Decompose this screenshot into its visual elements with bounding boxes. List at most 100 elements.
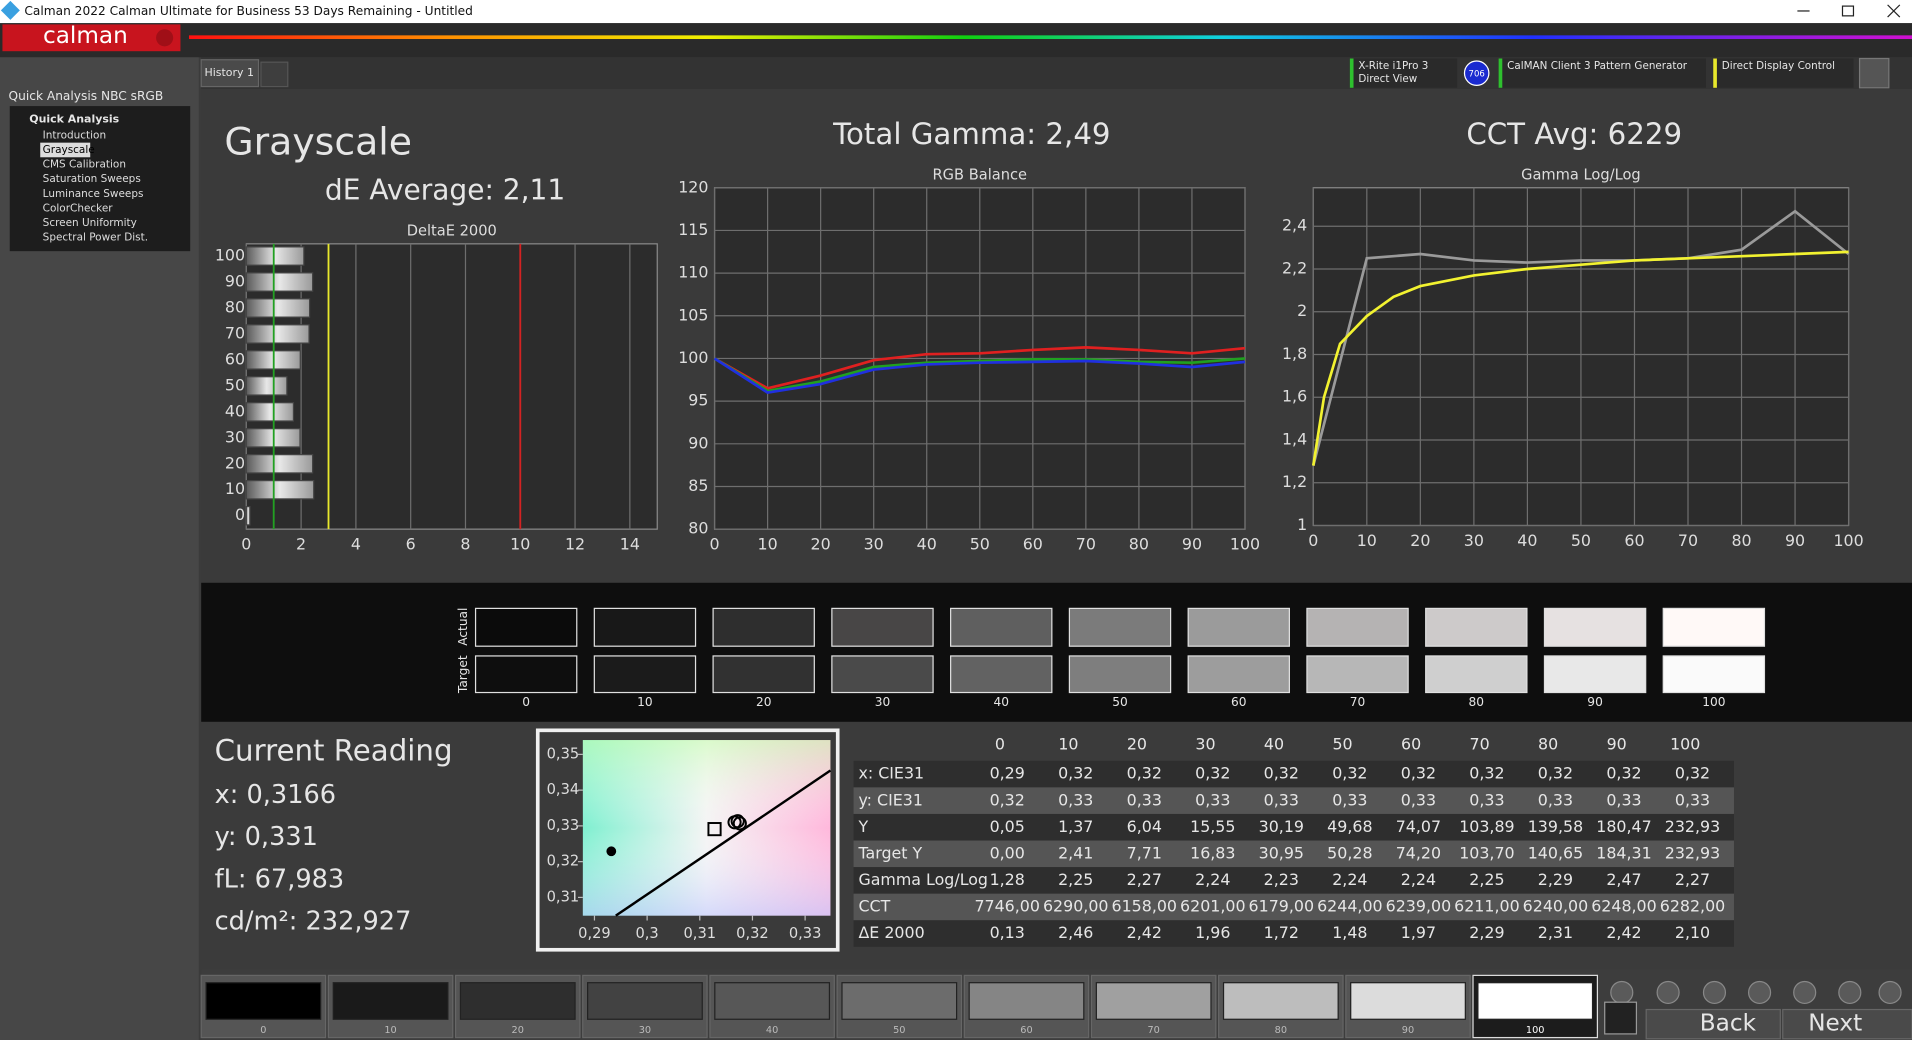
y-tick-label: 90 xyxy=(225,272,245,291)
table-cell: 0,32 xyxy=(1264,764,1299,783)
y-tick-label: 115 xyxy=(678,220,708,239)
swatch-panel xyxy=(201,582,1912,722)
y-tick-label: 100 xyxy=(215,246,245,265)
control-button[interactable] xyxy=(1793,980,1817,1005)
tree-item[interactable]: CMS Calibration xyxy=(43,159,126,171)
table-cell: 0,32 xyxy=(1195,764,1230,783)
meter-badge[interactable] xyxy=(1463,60,1490,86)
device-box[interactable] xyxy=(1713,58,1854,88)
device-box[interactable] xyxy=(1349,58,1458,88)
table-cell: 0,33 xyxy=(1195,790,1230,809)
chart-title: RGB Balance xyxy=(933,167,1028,184)
control-button[interactable] xyxy=(1610,980,1634,1005)
tree-item[interactable]: Saturation Sweeps xyxy=(43,173,141,185)
tree-item[interactable]: Luminance Sweeps xyxy=(43,188,144,200)
target-swatch xyxy=(1068,655,1172,694)
table-cell: 0,00 xyxy=(990,843,1025,862)
target-swatch xyxy=(1187,655,1290,694)
bar xyxy=(245,272,314,292)
x-tick-label: 10 xyxy=(758,534,778,553)
level-label: 50 xyxy=(1112,695,1128,709)
back-button[interactable] xyxy=(1645,1008,1781,1040)
stop-button[interactable] xyxy=(1604,1001,1638,1035)
tree-item[interactable]: Screen Uniformity xyxy=(43,217,137,229)
tree-item[interactable]: Spectral Power Dist. xyxy=(43,232,148,244)
chart-title: Gamma Log/Log xyxy=(1521,167,1641,184)
rainbow-bar xyxy=(189,35,1912,40)
patch-color xyxy=(587,982,703,1020)
table-cell: 6,04 xyxy=(1127,817,1162,836)
control-button[interactable] xyxy=(1838,980,1862,1005)
device-status xyxy=(1349,58,1354,88)
table-cell: 6158,00 xyxy=(1112,897,1178,916)
actual-swatch xyxy=(1187,607,1290,647)
x-tick-label: 12 xyxy=(565,534,585,553)
patch-color xyxy=(968,982,1085,1020)
title-bar xyxy=(0,0,1912,24)
actual-swatch xyxy=(950,607,1053,647)
table-cell: 1,28 xyxy=(990,870,1025,889)
x-tick-label: 90 xyxy=(1182,534,1202,553)
control-button[interactable] xyxy=(1878,980,1902,1005)
series-line xyxy=(713,346,1246,390)
y-tick-label: 0,35 xyxy=(547,745,580,762)
table-cell: 103,70 xyxy=(1459,843,1514,862)
logo-text[interactable]: calman xyxy=(43,23,128,49)
table-row xyxy=(853,840,1734,868)
target-swatch xyxy=(1662,655,1766,694)
bar xyxy=(245,480,315,500)
row-header: ΔE 2000 xyxy=(858,923,924,942)
table-cell: 2,47 xyxy=(1606,870,1641,889)
tree-item[interactable]: Introduction xyxy=(43,129,106,141)
y-tick-label: 100 xyxy=(678,348,708,367)
window-controls[interactable] xyxy=(1797,4,1901,18)
tree-item[interactable]: Grayscale xyxy=(43,144,95,156)
y-tick-label: 105 xyxy=(678,305,708,324)
tree-group: Quick Analysis xyxy=(29,112,119,125)
x-tick-label: 30 xyxy=(1464,531,1484,550)
x-tick-label: 0,31 xyxy=(683,925,716,942)
table-cell: 1,48 xyxy=(1332,923,1367,942)
table-cell: 15,55 xyxy=(1190,817,1235,836)
bar xyxy=(245,376,288,396)
cct-average: CCT Avg: 6229 xyxy=(1466,117,1682,151)
table-row xyxy=(853,867,1734,894)
table-cell: 103,89 xyxy=(1459,817,1514,836)
table-cell: 2,41 xyxy=(1058,843,1093,862)
tab[interactable] xyxy=(200,59,260,88)
level-label: 100 xyxy=(1702,695,1725,709)
x-tick-label: 8 xyxy=(460,534,470,553)
control-button[interactable] xyxy=(1747,980,1772,1005)
table-cell: 6248,00 xyxy=(1591,897,1657,916)
table-cell: 1,97 xyxy=(1401,923,1436,942)
x-tick-label: 80 xyxy=(1129,534,1149,553)
table-header: 0 xyxy=(995,734,1005,753)
next-button[interactable] xyxy=(1782,1008,1912,1040)
target-swatch xyxy=(593,655,697,694)
display-name: Direct Display Control xyxy=(1722,60,1835,72)
device-box[interactable] xyxy=(1498,58,1706,88)
logo-box[interactable] xyxy=(2,24,181,52)
patch-label: 10 xyxy=(384,1025,396,1036)
level-label: 60 xyxy=(1231,695,1247,709)
logo-menu[interactable] xyxy=(156,29,174,47)
reading-point xyxy=(732,816,747,831)
x-tick-label: 60 xyxy=(1624,531,1644,550)
reading-value: x: 0,3166 xyxy=(215,780,336,810)
tree-item[interactable]: ColorChecker xyxy=(43,202,114,214)
settings-button[interactable] xyxy=(1858,57,1890,89)
series-line xyxy=(713,357,1246,394)
tab-label: History 1 xyxy=(204,66,254,79)
y-tick-label: 50 xyxy=(225,375,245,394)
patch-label: 0 xyxy=(260,1025,266,1036)
y-tick-label: 0,31 xyxy=(547,888,580,905)
control-button[interactable] xyxy=(1702,980,1727,1005)
control-button[interactable] xyxy=(1656,980,1680,1005)
plot-area xyxy=(245,243,658,530)
table-cell: 0,05 xyxy=(990,817,1025,836)
x-tick-label: 2 xyxy=(296,534,306,553)
target-swatch xyxy=(831,655,934,694)
x-tick-label: 0 xyxy=(1308,531,1318,550)
tab-add[interactable] xyxy=(260,61,289,88)
